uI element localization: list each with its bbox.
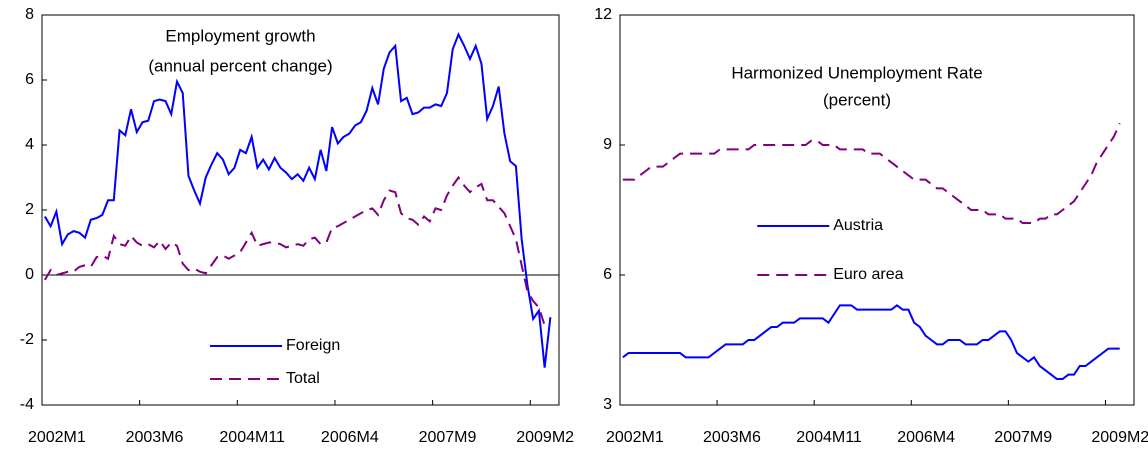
x-tick-label: 2004M11 [219,429,285,446]
y-tick-label: 9 [603,136,612,153]
legend-label: Total [286,370,320,387]
y-tick-label: 8 [25,6,34,23]
x-tick-label: 2002M1 [28,429,86,446]
x-tick-label: 2007M9 [419,429,477,446]
y-tick-label: 6 [25,71,34,88]
chart-title: Employment growth [165,26,315,45]
legend-label: Austria [833,217,883,234]
chart-subtitle: (percent) [823,90,891,109]
x-tick-label: 2003M6 [703,429,761,446]
y-tick-label: 12 [594,6,612,23]
x-tick-label: 2004M11 [796,429,862,446]
x-tick-label: 2009M2 [516,429,574,446]
x-tick-label: 2009M2 [1091,429,1148,446]
legend-label: Euro area [833,266,903,283]
y-tick-label: 6 [603,266,612,283]
series-line [622,304,1120,380]
x-tick-label: 2007M9 [994,429,1052,446]
y-tick-label: 4 [25,136,34,153]
x-tick-label: 2003M6 [126,429,184,446]
plot-frame [619,14,1135,406]
x-tick-label: 2002M1 [606,429,664,446]
y-tick-label: -2 [20,331,34,348]
chart-subtitle: (annual percent change) [148,56,332,75]
x-tick-label: 2006M4 [897,429,955,446]
y-tick-label: 0 [25,266,34,283]
series-line [622,122,1121,224]
series-line [44,175,546,326]
y-tick-label: 2 [25,201,34,218]
x-tick-label: 2006M4 [321,429,379,446]
series-line [44,32,552,368]
y-tick-label: -4 [20,396,34,413]
y-tick-label: 3 [603,396,612,413]
chart-title: Harmonized Unemployment Rate [731,63,982,82]
legend-label: Foreign [286,337,340,354]
